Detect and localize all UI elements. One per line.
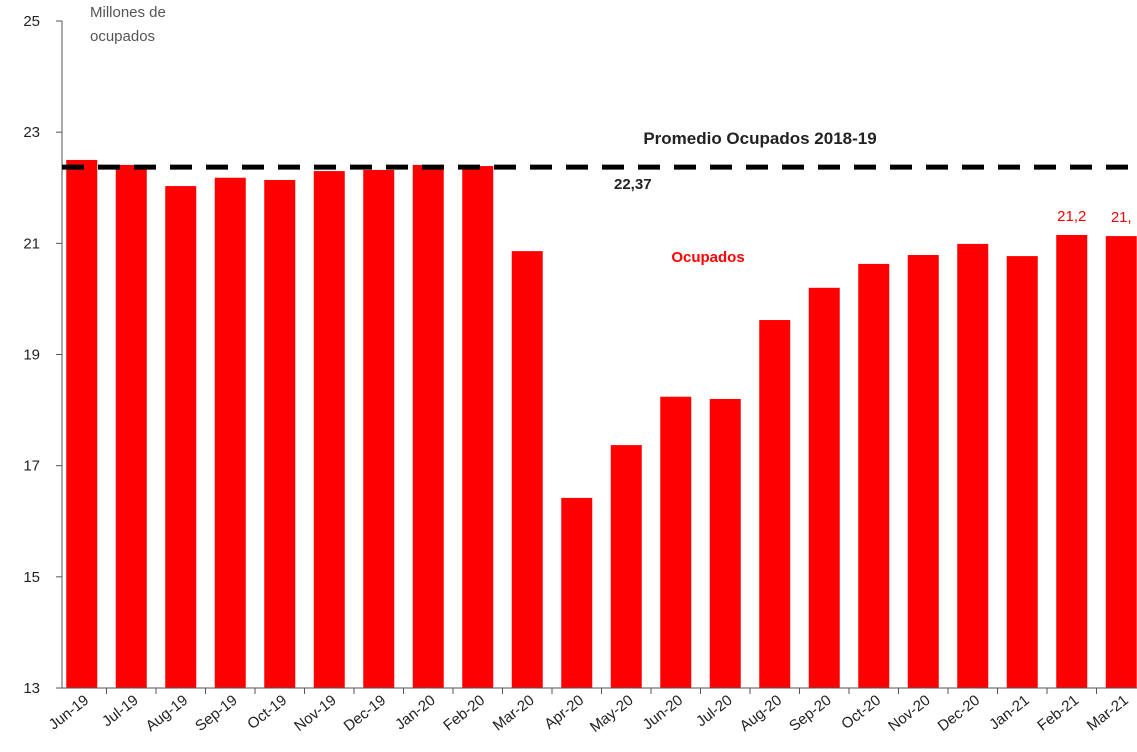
bar xyxy=(709,398,741,688)
bar xyxy=(957,243,989,688)
x-tick-label: Sep-19 xyxy=(192,692,241,735)
data-label: 21,2 xyxy=(1057,208,1086,225)
bar xyxy=(1006,256,1038,688)
y-axis-label: Millones de xyxy=(90,4,166,21)
bar xyxy=(313,171,345,688)
x-tick-label: Feb-21 xyxy=(1034,692,1082,735)
bar xyxy=(907,255,939,688)
y-tick-label: 13 xyxy=(23,680,40,697)
x-tick-label: Dec-19 xyxy=(341,692,390,735)
y-axis-label: ocupados xyxy=(90,28,155,45)
x-tick-label: Sep-20 xyxy=(786,692,835,735)
x-tick-label: Mar-21 xyxy=(1084,692,1132,735)
y-tick-label: 17 xyxy=(23,458,40,475)
bar xyxy=(363,169,395,689)
x-tick-label: Aug-20 xyxy=(737,692,786,735)
x-tick-label: Oct-19 xyxy=(244,692,290,733)
x-tick-label: Nov-19 xyxy=(291,692,340,735)
y-tick-label: 25 xyxy=(23,13,40,30)
x-tick-label: Nov-20 xyxy=(885,692,934,735)
bar xyxy=(264,179,296,689)
x-tick-label: Apr-20 xyxy=(541,692,587,733)
bar xyxy=(412,164,444,689)
bar xyxy=(1105,236,1137,689)
y-tick-label: 21 xyxy=(23,235,40,252)
x-tick-label: Feb-20 xyxy=(440,692,488,735)
bar xyxy=(66,159,98,689)
x-tick-label: Jul-19 xyxy=(99,692,142,731)
bar xyxy=(115,164,147,689)
x-tick-label: Oct-20 xyxy=(838,692,884,733)
y-tick-label: 19 xyxy=(23,347,40,364)
x-tick-label: Jul-20 xyxy=(693,692,736,731)
bar xyxy=(1056,234,1088,688)
x-tick-label: Jan-20 xyxy=(392,692,439,734)
reference-value: 22,37 xyxy=(614,176,652,193)
bar xyxy=(511,251,543,689)
y-tick-label: 15 xyxy=(23,569,40,586)
x-tick-label: Jun-19 xyxy=(46,692,93,734)
x-tick-label: Jun-20 xyxy=(640,692,687,734)
bar xyxy=(214,177,246,688)
x-tick-label: Dec-20 xyxy=(935,692,984,735)
x-tick-label: Mar-20 xyxy=(490,692,538,735)
bar xyxy=(858,263,890,688)
bar xyxy=(165,186,197,688)
bar xyxy=(610,445,642,688)
data-label: 21, xyxy=(1111,209,1132,226)
x-tick-label: May-20 xyxy=(587,692,637,736)
series-label: Ocupados xyxy=(671,249,744,266)
bar xyxy=(462,166,494,688)
bar xyxy=(561,497,593,688)
bar xyxy=(808,287,840,688)
bar xyxy=(660,396,692,688)
x-tick-label: Aug-19 xyxy=(143,692,192,735)
y-tick-label: 23 xyxy=(23,124,40,141)
x-tick-label: Jan-21 xyxy=(986,692,1033,734)
bar xyxy=(759,320,791,688)
reference-label: Promedio Ocupados 2018-19 xyxy=(643,129,876,148)
